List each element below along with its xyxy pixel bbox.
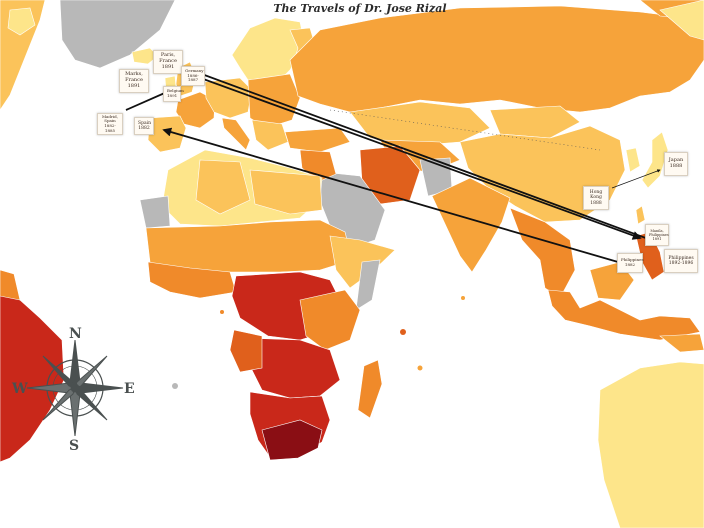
label-philippines-1892: Philippines 1892-1896 — [664, 249, 698, 273]
label-name: Japan — [668, 157, 684, 164]
compass-east: E — [124, 381, 135, 397]
australia — [597, 361, 704, 528]
island-dot — [400, 329, 406, 335]
malaysia-indonesia — [547, 289, 701, 341]
label-detail: 1882 — [138, 126, 150, 131]
canada-islands — [7, 7, 36, 36]
east-africa — [299, 289, 361, 351]
label-detail: Kong 1888 — [590, 195, 602, 206]
italy — [221, 117, 251, 151]
greenland — [59, 0, 176, 69]
angola — [229, 329, 263, 373]
label-name: Paris, — [160, 52, 176, 59]
korea — [625, 147, 641, 173]
label-madrid: Madrid, Spain 1882-1885 — [97, 113, 123, 135]
label-name: Hong — [589, 190, 603, 196]
route-dotted — [329, 109, 601, 151]
compass-south: S — [69, 438, 80, 454]
route-paris-manila — [183, 71, 642, 240]
label-hongkong: Hong Kong 1888 — [583, 186, 609, 210]
island-dot — [417, 365, 423, 371]
label-japan: Japan 1888 — [664, 152, 688, 176]
label-name: Manila, — [650, 228, 664, 233]
label-name: Germany — [185, 68, 204, 74]
compass-north: N — [69, 326, 82, 342]
madagascar — [357, 359, 383, 419]
libya-egypt — [249, 169, 323, 215]
somalia — [355, 259, 381, 311]
label-name: Madrid, — [101, 113, 119, 119]
label-detail: 1886-1887 — [187, 72, 199, 83]
south-america — [0, 289, 65, 463]
scandinavia — [231, 17, 306, 93]
route-europe-philippines — [179, 65, 664, 246]
label-name: Belgium — [167, 88, 184, 94]
label-paris: Paris, France 1891 — [153, 50, 183, 74]
compass-west: W — [12, 381, 28, 397]
route-philippines-spain — [162, 127, 619, 263]
label-detail: 1891 — [167, 93, 178, 98]
south-america-north — [0, 269, 21, 301]
papua — [659, 333, 704, 353]
kamchatka-pale — [659, 0, 704, 41]
travel-routes — [125, 65, 664, 263]
island-dot — [461, 296, 465, 300]
label-germany: Germany 1886-1887 — [181, 66, 205, 86]
algeria — [195, 159, 251, 215]
india — [431, 177, 511, 273]
island-dot — [172, 383, 178, 389]
label-marks: Marks, France 1891 — [119, 69, 149, 93]
label-belgium: Belgium 1891 — [163, 86, 184, 102]
south-africa — [261, 419, 323, 461]
label-name: Philippines — [668, 255, 694, 261]
label-detail: France 1891 — [125, 77, 143, 89]
label-name: Spain — [138, 120, 151, 126]
label-detail: Spain 1882-1885 — [104, 118, 116, 133]
compass-rose — [26, 339, 124, 437]
label-detail: France 1891 — [159, 58, 177, 70]
island-dot — [220, 310, 224, 314]
label-spain: Spain 1882 — [134, 117, 154, 135]
label-philippines-1882: Philippines 1882 — [617, 253, 644, 273]
taiwan — [635, 205, 646, 225]
western-sahara — [139, 195, 171, 229]
west-africa — [147, 261, 237, 299]
mongolia — [489, 105, 581, 139]
label-detail: Philippines 1891 — [649, 232, 669, 241]
se-asia — [509, 207, 576, 299]
map-title: The Travels of Dr. Jose Rizal — [273, 2, 447, 15]
label-name: Marks, — [125, 71, 143, 78]
label-name: Philippines — [621, 257, 644, 263]
route-hongkong-japan — [611, 169, 661, 189]
label-detail: 1882 — [624, 262, 636, 267]
balkans — [251, 119, 289, 151]
label-detail: 1892-1896 — [668, 261, 694, 266]
turkey — [284, 127, 351, 153]
russia — [289, 5, 704, 113]
france — [175, 91, 216, 129]
label-manila: Manila, Philippines 1891 — [645, 224, 669, 246]
label-detail: 1888 — [669, 163, 683, 169]
